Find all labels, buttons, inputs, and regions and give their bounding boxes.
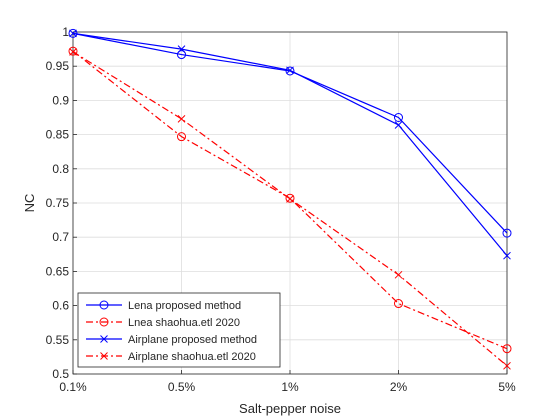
legend-marker	[100, 352, 108, 360]
series-3	[69, 29, 511, 260]
legend-label: Lena proposed method	[128, 300, 241, 312]
y-tick-label: 0.8	[52, 162, 69, 176]
y-tick-label: 1	[62, 25, 69, 39]
data-point	[394, 113, 403, 122]
data-point	[177, 132, 186, 142]
x-tick-label: 2%	[390, 380, 408, 394]
x-tick-label: 1%	[281, 380, 299, 394]
legend-marker	[99, 300, 109, 310]
data-point	[69, 47, 77, 56]
legend-label: Airplane proposed method	[128, 334, 257, 346]
series-4	[69, 47, 511, 370]
data-point	[68, 46, 78, 56]
legend-marker	[100, 335, 108, 343]
data-point	[177, 45, 186, 53]
x-axis-label: Salt-pepper noise	[239, 401, 341, 416]
legend-item: Airplane shaohua.etl 2020	[86, 351, 256, 363]
y-tick-label: 0.65	[46, 264, 70, 278]
x-tick-label: 5%	[498, 380, 516, 394]
x-axis: 0.1% 0.5% 1% 2% 5%	[59, 370, 516, 394]
y-tick-label: 0.7	[52, 230, 69, 244]
legend: Lena proposed method Lnea shaohua.etl 202…	[77, 292, 281, 368]
x-tick-label: 0.5%	[168, 380, 196, 394]
data-point	[177, 50, 186, 60]
data-point	[286, 66, 294, 75]
data-point	[394, 270, 403, 279]
series-line	[72, 51, 508, 367]
data-point	[286, 195, 294, 203]
legend-label: Airplane shaohua.etl 2020	[128, 351, 256, 363]
legend-item: Airplane proposed method	[86, 334, 257, 346]
legend-label: Lnea shaohua.etl 2020	[128, 317, 240, 329]
data-point	[502, 344, 512, 354]
legend-marker	[99, 317, 109, 327]
series-2	[68, 46, 512, 354]
y-axis-label: NC	[22, 194, 37, 213]
y-tick-label: 0.85	[46, 128, 70, 142]
y-tick-label: 0.6	[52, 299, 69, 313]
legend-item: Lnea shaohua.etl 2020	[86, 317, 240, 329]
data-point	[394, 121, 403, 129]
y-tick-label: 0.75	[46, 196, 70, 210]
data-point	[285, 66, 295, 76]
data-point	[69, 29, 77, 38]
y-tick-label: 0.95	[46, 59, 70, 73]
y-tick-label: 0.9	[52, 93, 69, 107]
data-point	[503, 361, 511, 370]
data-point	[503, 251, 511, 260]
series-group	[68, 28, 512, 370]
y-axis: 0.5 0.55 0.6 0.65 0.7 0.75 0.8 0.85 0.9 0.95 1	[46, 25, 77, 381]
data-point	[285, 193, 295, 203]
data-point	[177, 115, 186, 123]
y-tick-label: 0.5	[52, 367, 69, 381]
legend-item: Lena proposed method	[86, 300, 241, 312]
data-point	[502, 228, 512, 238]
data-point	[394, 299, 403, 309]
x-tick-label: 0.1%	[59, 380, 87, 394]
series-line	[72, 50, 508, 350]
y-tick-label: 0.55	[46, 333, 70, 347]
